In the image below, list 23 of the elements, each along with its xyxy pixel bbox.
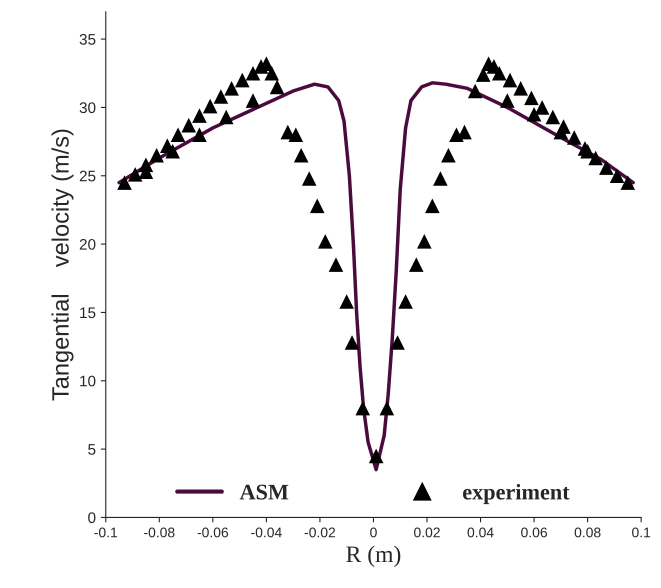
y-tick-label: 20 <box>80 238 96 250</box>
y-tick-label: 0 <box>88 512 96 524</box>
y-tick-label: 35 <box>80 34 96 45</box>
y-tick-label: 25 <box>80 170 96 182</box>
y-tick-label: 5 <box>88 444 96 455</box>
legend-label: ASM <box>240 484 288 500</box>
x-tick-label: 0.1 <box>632 528 650 538</box>
x-tick-label: -0.08 <box>144 528 175 538</box>
x-tick-label: 0.02 <box>414 528 440 538</box>
x-tick-label: 0.08 <box>574 528 601 538</box>
y-tick-label: 15 <box>80 307 96 318</box>
x-tick-label: -0.04 <box>251 528 282 538</box>
x-tick-label: -0.02 <box>304 528 336 538</box>
x-axis-title: R (m) <box>346 546 400 568</box>
x-tick-label: 0.04 <box>468 528 494 538</box>
y-tick-label: 10 <box>80 376 96 386</box>
y-tick-label: 30 <box>80 102 96 114</box>
legend-label: experiment <box>463 484 570 504</box>
x-tick-label: 0 <box>370 528 377 538</box>
y-axis-title: Tangential velocity (m/s) <box>51 130 74 401</box>
x-tick-label: -0.1 <box>94 528 118 538</box>
x-tick-label: 0.06 <box>521 528 547 538</box>
x-tick-label: -0.06 <box>198 528 228 538</box>
